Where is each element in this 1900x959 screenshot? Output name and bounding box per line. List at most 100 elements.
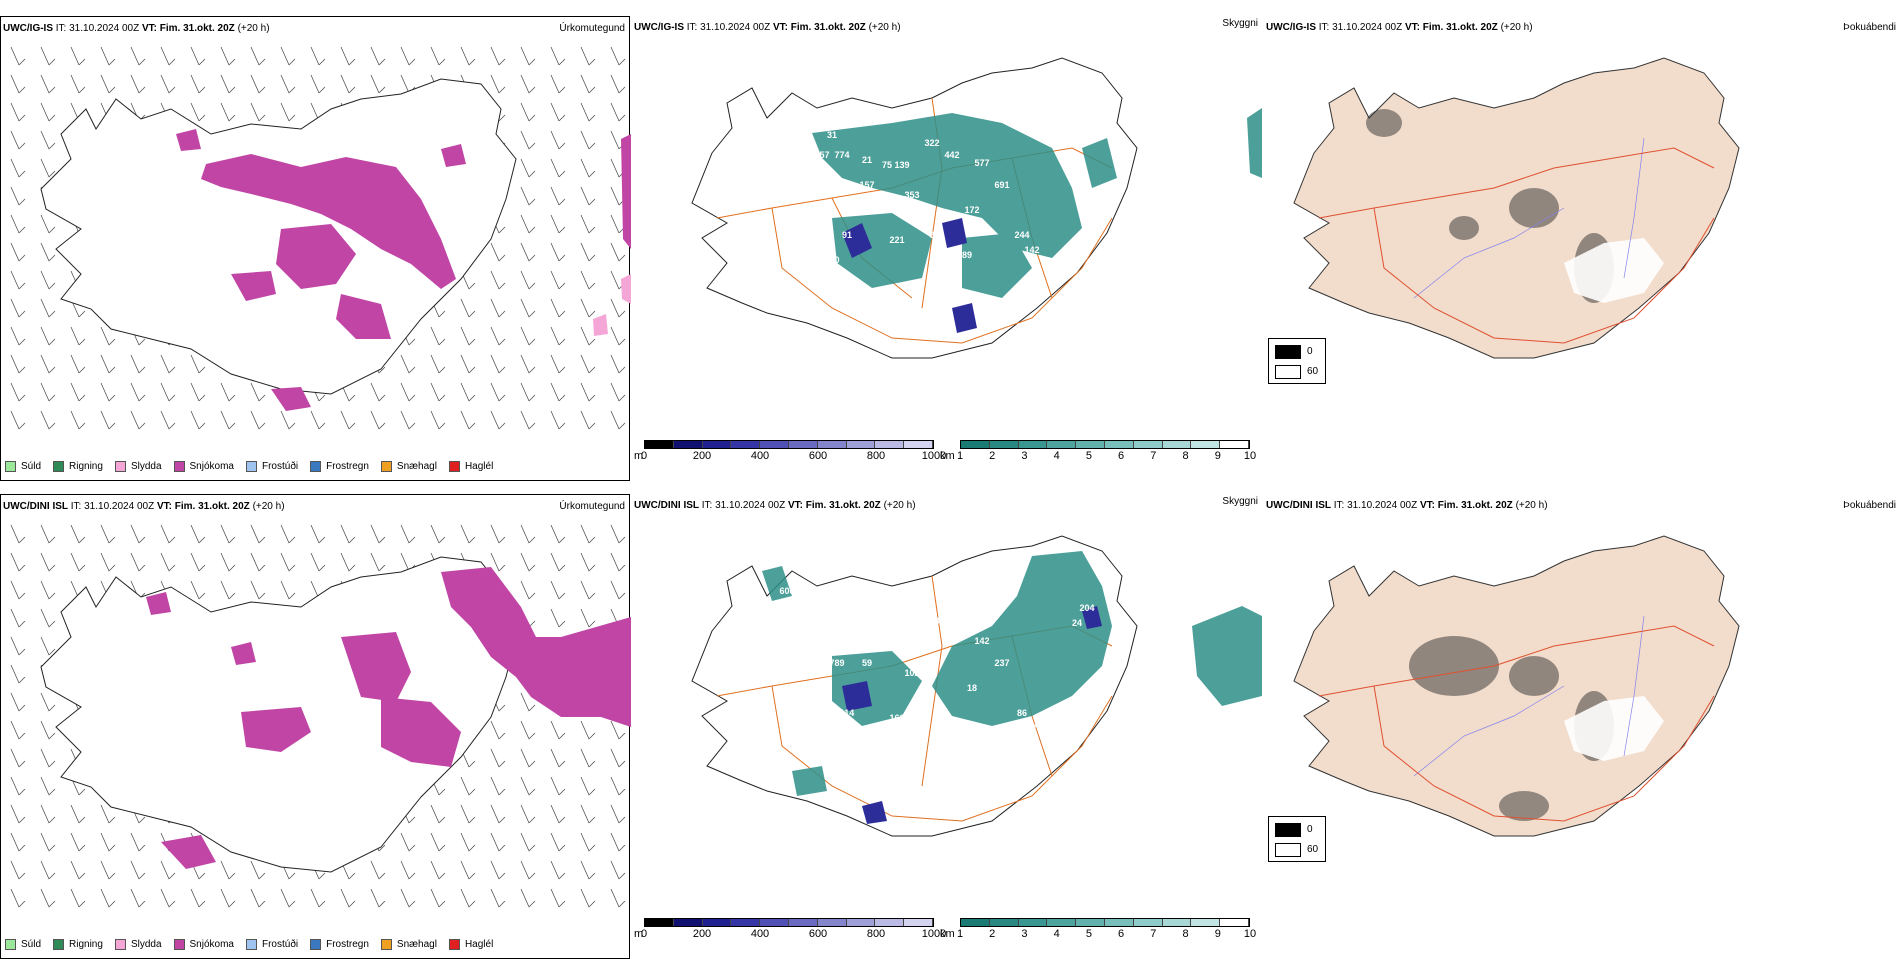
colorbar-tick: 3 [1021, 928, 1028, 940]
wind-barb [10, 46, 26, 66]
colorbar-step [645, 919, 674, 926]
wind-barb [550, 298, 566, 318]
wind-barb [40, 242, 56, 262]
vt-label: VT: [787, 500, 803, 511]
legend-item: Haglél [448, 460, 493, 472]
wind-barb [10, 832, 26, 852]
wind-barb [340, 552, 356, 572]
cloud-base-label: 353 [904, 190, 919, 200]
legend-item: Slydda [114, 938, 162, 950]
wind-barb [130, 354, 146, 374]
wind-barb [190, 382, 206, 402]
colorbar-tick: 7 [1150, 450, 1157, 462]
wind-barb [430, 832, 446, 852]
colorbar-unit: km [940, 450, 955, 462]
wind-barb [550, 270, 566, 290]
wind-barb [310, 410, 326, 430]
cloud-blue-areas [842, 218, 977, 333]
colorbar-tick: 6 [1118, 450, 1125, 462]
wind-barb [220, 382, 236, 402]
colorbar-tick: 400 [750, 928, 770, 940]
iceland-outline [691, 57, 1138, 359]
wind-barb [460, 860, 476, 880]
legend-swatch [5, 938, 16, 950]
cloud-base-label: 7 [809, 170, 814, 180]
wind-barb [460, 298, 476, 318]
wind-barb [70, 326, 86, 346]
wind-barb [40, 580, 56, 600]
legend-swatch [173, 460, 185, 472]
fog-legend-swatch [1275, 365, 1301, 379]
wind-barb [340, 46, 356, 66]
wind-barb [10, 804, 26, 824]
wind-barb [400, 832, 416, 852]
legend-item: Snjókoma [173, 938, 234, 950]
fog-map [1293, 57, 1740, 359]
cloud-base-label: 140 [824, 255, 839, 265]
wind-barb [520, 382, 536, 402]
wind-barb [430, 46, 446, 66]
wind-barb [460, 888, 476, 908]
panel-header: UWC/DINI ISL IT: 31.10.2024 00Z VT: Fim.… [3, 501, 625, 517]
wind-barb [100, 888, 116, 908]
wind-barb [610, 242, 626, 262]
wind-barb [490, 326, 506, 346]
it-label: IT: [1318, 22, 1330, 33]
rivers [1413, 137, 1645, 299]
wind-barb [580, 74, 596, 94]
wind-barb [250, 46, 266, 66]
wind-barb [340, 74, 356, 94]
wind-barb [10, 298, 26, 318]
cloud-base-label: 789 [829, 658, 844, 668]
wind-barb [580, 748, 596, 768]
legend-swatch [114, 938, 126, 950]
glacier-white [1564, 696, 1664, 761]
wind-barb [490, 888, 506, 908]
wind-barb [460, 326, 476, 346]
wind-barb [160, 382, 176, 402]
wind-barb [160, 524, 176, 544]
wind-barb [250, 888, 266, 908]
it-label: IT: [686, 22, 698, 33]
wind-barb [550, 552, 566, 572]
wind-barb [460, 382, 476, 402]
rivers [1413, 615, 1645, 777]
fog-legend-label: 0 [1307, 824, 1313, 835]
colorbar-step [961, 441, 990, 448]
wind-barb [460, 410, 476, 430]
wind-barb [550, 214, 566, 234]
wind-barb [520, 804, 536, 824]
vt-value: Fim. 31.okt. 20Z [1422, 22, 1498, 33]
wind-barb [520, 354, 536, 374]
wind-barb [610, 298, 626, 318]
wind-barb [610, 74, 626, 94]
wind-barb [520, 860, 536, 880]
wind-barb [70, 804, 86, 824]
legend-label: Slydda [130, 938, 162, 950]
colorbar-step [1162, 919, 1192, 926]
wind-barb [10, 608, 26, 628]
legend-swatch [173, 938, 185, 950]
ptype-panel-row1: UWC/IG-IS IT: 31.10.2024 00Z VT: Fim. 31… [0, 16, 631, 481]
wind-barb [610, 382, 626, 402]
fog-legend-label: 60 [1307, 844, 1319, 855]
wind-barb [40, 748, 56, 768]
vt-value: Fim. 31.okt. 20Z [1437, 500, 1513, 511]
colorbar-tick: 2 [989, 928, 996, 940]
wind-barb [610, 524, 626, 544]
wind-barb [40, 608, 56, 628]
legend-swatch [380, 938, 392, 950]
panel-title: Skyggni [1222, 496, 1258, 507]
wind-barb [10, 354, 26, 374]
wind-barb [490, 776, 506, 796]
wind-barb [520, 748, 536, 768]
legend-item: Frostúði [245, 938, 298, 950]
wind-barb [580, 214, 596, 234]
colorbar-step [1220, 441, 1249, 448]
wind-barb [490, 242, 506, 262]
fog-legend-label: 0 [1307, 346, 1313, 357]
cloud-base-label: 359 [934, 285, 949, 295]
wind-barb [490, 354, 506, 374]
colorbar-tick: 7 [1150, 928, 1157, 940]
legend-swatch [448, 460, 460, 472]
